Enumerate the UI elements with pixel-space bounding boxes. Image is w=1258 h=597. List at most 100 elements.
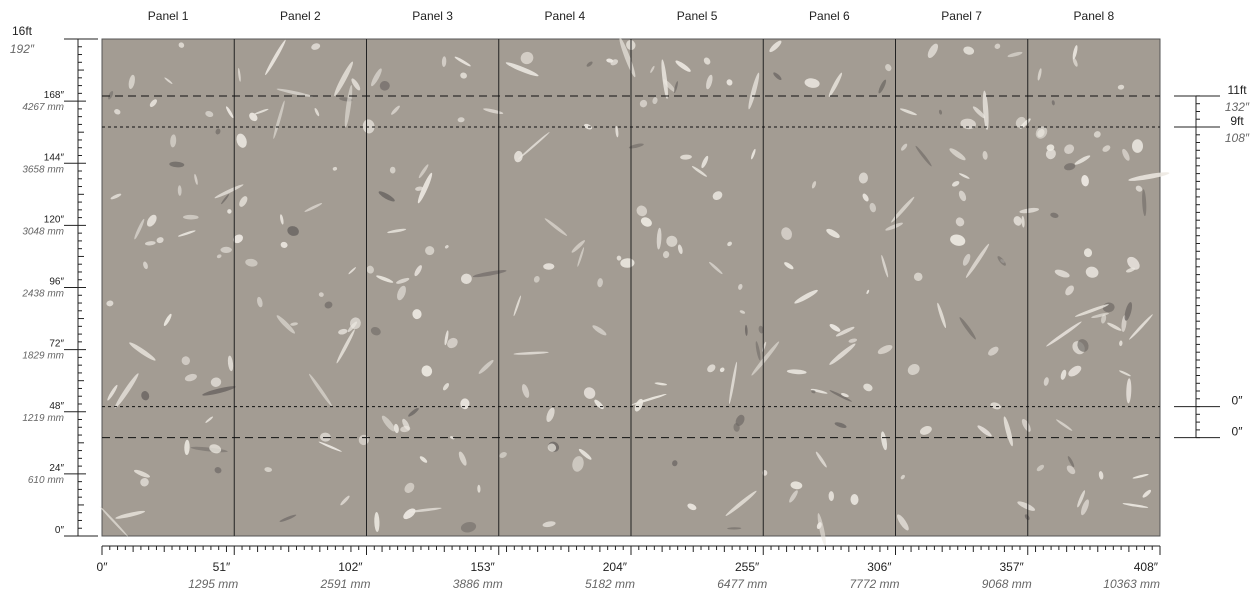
leaf-shape — [128, 74, 135, 89]
leaf-shape — [483, 108, 504, 115]
leaf-shape — [444, 245, 449, 249]
panel-label: Panel 2 — [280, 9, 321, 23]
leaf-shape — [374, 512, 380, 532]
leaf-shape — [450, 436, 455, 440]
leaf-shape — [675, 60, 691, 72]
x-tick-label: 0″ — [97, 560, 109, 574]
leaf-shape — [163, 313, 172, 327]
leaf-shape — [477, 484, 481, 493]
y-tick-sub-label: 2438 mm — [21, 289, 64, 300]
leaf-shape — [982, 90, 989, 130]
leaf-shape — [279, 514, 297, 522]
leaf-shape — [177, 185, 182, 196]
leaf-shape — [460, 72, 467, 79]
leaf-shape — [701, 155, 709, 169]
leaf-shape — [691, 165, 708, 177]
leaf-shape — [183, 214, 199, 220]
leaf-shape — [661, 59, 668, 100]
leaf-shape — [133, 469, 151, 478]
leaf-shape — [810, 388, 828, 394]
leaf-shape — [417, 172, 433, 204]
leaf-shape — [829, 343, 856, 365]
leaf-shape — [949, 148, 966, 161]
leaf-shape — [115, 510, 146, 519]
leaf-shape — [628, 143, 644, 149]
leaf-shape — [727, 241, 732, 247]
leaf-shape — [460, 521, 477, 533]
leaf-shape — [320, 432, 331, 442]
leaf-shape — [542, 521, 556, 528]
leaf-shape — [1024, 514, 1030, 521]
leaf-shape — [318, 441, 342, 452]
leaf-shape — [1142, 189, 1147, 217]
y-tick-label: 48″ — [49, 401, 64, 412]
y-tick-sub-label: 1219 mm — [22, 413, 64, 424]
leaf-shape — [1060, 369, 1067, 380]
leaf-shape — [1122, 148, 1130, 161]
leaf-shape — [1065, 285, 1074, 296]
leaf-shape — [245, 258, 258, 267]
leaf-shape — [1093, 131, 1101, 138]
leaf-shape — [674, 81, 678, 94]
leaf-shape — [977, 425, 992, 437]
leaf-shape — [719, 367, 725, 373]
leaf-shape — [913, 272, 923, 282]
leaf-shape — [178, 42, 185, 48]
leaf-shape — [214, 184, 244, 199]
leaf-shape — [441, 56, 447, 67]
leaf-shape — [164, 77, 173, 84]
leaf-shape — [789, 490, 798, 503]
panel-label: Panel 3 — [412, 9, 453, 23]
leaf-shape — [216, 254, 222, 259]
right-ruler-sub-label: 132″ — [1225, 100, 1250, 114]
right-ruler-label: 9ft — [1230, 114, 1244, 128]
leaf-shape — [389, 166, 396, 174]
leaf-shape — [597, 278, 603, 288]
leaf-shape — [816, 522, 822, 530]
leaf-shape — [915, 145, 932, 167]
leaf-shape — [1043, 377, 1049, 386]
leaf-shape — [254, 108, 269, 115]
leaf-shape — [280, 214, 284, 225]
leaf-shape — [829, 324, 841, 332]
leaf-shape — [472, 270, 507, 278]
leaf-shape — [572, 456, 584, 472]
leaf-shape — [726, 79, 733, 86]
leaf-shape — [1127, 256, 1140, 270]
leaf-shape — [841, 393, 849, 398]
leaf-shape — [1072, 45, 1078, 60]
leaf-shape — [958, 173, 970, 179]
leaf-shape — [181, 356, 191, 366]
leaf-shape — [1122, 503, 1149, 508]
leaf-shape — [276, 88, 313, 97]
leaf-shape — [1128, 172, 1170, 181]
leaf-shape — [654, 382, 668, 386]
panel-label: Panel 5 — [677, 9, 718, 23]
leaf-shape — [1085, 266, 1099, 278]
leaf-shape — [817, 513, 826, 547]
leaf-shape — [418, 164, 429, 179]
right-ruler-label: 0″ — [1232, 425, 1244, 439]
panel-label: Panel 6 — [809, 9, 850, 23]
leaf-shape — [616, 255, 622, 261]
leaf-shape — [583, 387, 596, 399]
leaf-shape — [348, 267, 356, 275]
leaf-shape — [1056, 419, 1073, 431]
leaf-shape — [712, 191, 723, 200]
leaf-shape — [706, 74, 713, 90]
leaf-shape — [311, 43, 321, 50]
leaf-shape — [666, 235, 678, 247]
leaf-shape — [927, 43, 939, 58]
leaf-shape — [239, 196, 248, 207]
leaf-shape — [412, 309, 422, 320]
leaf-shape — [677, 244, 683, 255]
leaf-shape — [387, 228, 407, 234]
leaf-shape — [349, 317, 361, 330]
leaf-shape — [748, 72, 760, 110]
leaf-shape — [863, 383, 873, 392]
leaf-shape — [108, 90, 114, 100]
reference-lines — [102, 95, 1160, 439]
leaf-shape — [881, 254, 889, 278]
leaf-shape — [381, 415, 396, 432]
x-tick-label: 357″ — [999, 560, 1024, 574]
